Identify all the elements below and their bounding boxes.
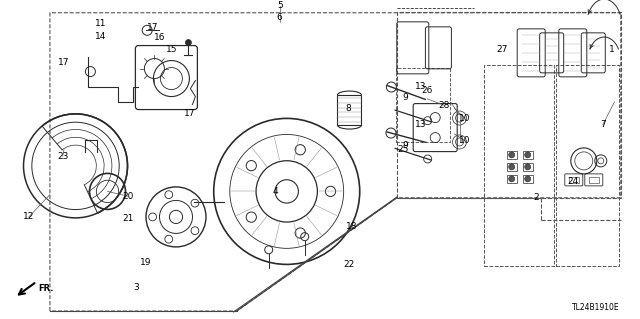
Text: 27: 27 xyxy=(497,45,508,54)
Text: 26: 26 xyxy=(422,86,433,95)
Text: TL24B1910E: TL24B1910E xyxy=(572,303,620,312)
Text: 1: 1 xyxy=(609,45,614,54)
Bar xyxy=(507,175,516,183)
Circle shape xyxy=(509,176,515,182)
Text: 13: 13 xyxy=(415,82,427,91)
Circle shape xyxy=(525,164,531,170)
Circle shape xyxy=(186,40,191,46)
Circle shape xyxy=(525,176,531,182)
Bar xyxy=(589,177,599,183)
Text: FR.: FR. xyxy=(38,284,54,293)
Text: 11: 11 xyxy=(95,19,107,28)
Text: 7: 7 xyxy=(600,120,605,129)
Text: 2: 2 xyxy=(533,193,538,202)
Text: 17: 17 xyxy=(147,23,159,32)
Text: 6: 6 xyxy=(277,13,282,22)
Text: 21: 21 xyxy=(122,214,134,223)
Text: 15: 15 xyxy=(166,45,177,54)
Text: 13: 13 xyxy=(415,120,427,129)
Text: 9: 9 xyxy=(403,141,408,150)
Text: 14: 14 xyxy=(95,32,107,41)
Text: 19: 19 xyxy=(140,258,152,267)
Bar xyxy=(569,177,579,183)
Text: 23: 23 xyxy=(57,152,68,161)
Text: 24: 24 xyxy=(568,177,579,186)
Circle shape xyxy=(509,152,515,158)
Bar xyxy=(507,151,516,159)
Text: 9: 9 xyxy=(403,93,408,102)
Text: 17: 17 xyxy=(184,109,195,118)
Text: 20: 20 xyxy=(122,192,134,201)
Circle shape xyxy=(525,152,531,158)
Text: 10: 10 xyxy=(459,114,470,122)
Text: 4: 4 xyxy=(273,187,278,196)
Bar xyxy=(507,163,516,171)
Circle shape xyxy=(509,164,515,170)
Text: 22: 22 xyxy=(343,260,355,269)
Bar xyxy=(523,175,532,183)
Text: 18: 18 xyxy=(346,222,358,231)
Text: 8: 8 xyxy=(346,104,351,113)
Text: 12: 12 xyxy=(23,212,35,221)
Bar xyxy=(523,163,532,171)
Text: 5: 5 xyxy=(277,1,282,10)
Text: 3: 3 xyxy=(134,283,139,292)
Text: 17: 17 xyxy=(58,58,69,67)
Text: 28: 28 xyxy=(438,101,450,110)
Text: 25: 25 xyxy=(397,145,409,154)
Text: 16: 16 xyxy=(154,33,165,42)
Text: 10: 10 xyxy=(459,136,470,145)
Bar xyxy=(523,151,532,159)
